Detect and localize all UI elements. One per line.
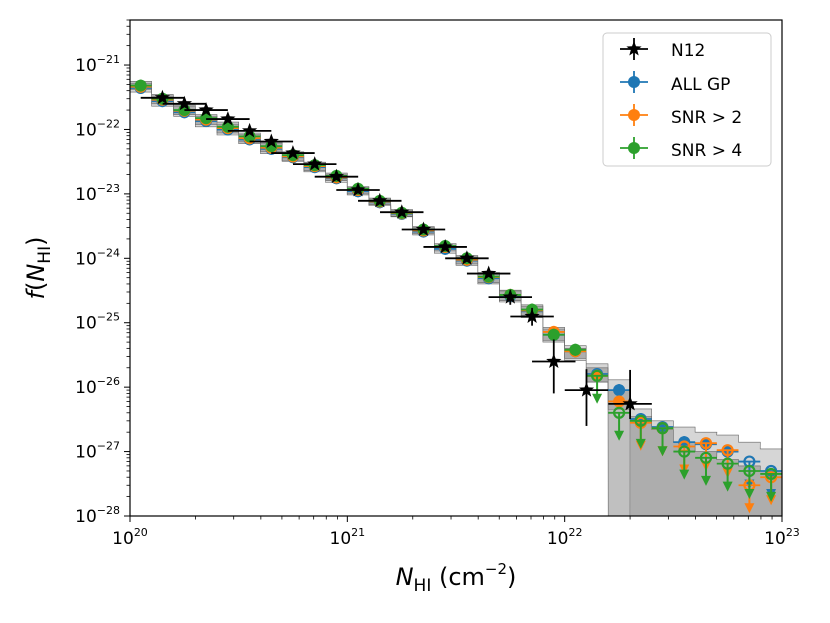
axis-ticks: 1020 1021 1022 1023 10−28 10−27 10−26 10−25 10−2… [75, 19, 800, 549]
n12-point-11 [394, 204, 410, 219]
n12-point-8 [328, 168, 344, 184]
y-tick-label-6: 10−22 [75, 117, 120, 140]
n12-point-15 [481, 265, 497, 280]
n12-point-10 [372, 192, 388, 208]
snr-2-point-27 [721, 444, 734, 457]
legend: N12 ALL GP SNR > 2 SNR > 4 [602, 32, 772, 167]
snr-4-point-24 [656, 422, 669, 435]
snr-4-point-23-head [635, 438, 646, 449]
x-tick-label-2: 1022 [547, 526, 583, 549]
n12-point-5 [263, 133, 279, 148]
snr-4-point-26 [699, 451, 713, 464]
snr-4-point-21 [590, 369, 604, 382]
snr-4-point-28 [743, 464, 756, 478]
n12-point-12 [415, 221, 432, 236]
n12-point-18 [546, 353, 562, 368]
y-axis-label: f(NHI) [22, 237, 55, 300]
snr-4-point-27 [721, 457, 734, 470]
snr-4-point-0 [134, 79, 147, 92]
snr-4-point-20 [569, 343, 582, 356]
y-tick-label-3: 10−25 [75, 311, 120, 334]
snr-4-point-22 [612, 406, 626, 419]
y-tick-label-7: 10−21 [75, 53, 120, 76]
snr-4-point-28-head [744, 488, 755, 499]
n12-point-7 [307, 156, 323, 171]
n12-point-4 [242, 122, 258, 138]
n12-point-16 [502, 289, 518, 304]
snr-2-point-26 [699, 437, 713, 450]
legend-label-snr2: SNR > 2 [671, 108, 742, 128]
n12-point-17 [524, 308, 540, 323]
snr-4-point-19 [547, 328, 560, 341]
n12-point-20 [622, 395, 638, 411]
snr-4-point-29 [765, 467, 778, 481]
snr-4-point-26-head [701, 475, 712, 486]
y-tick-label-5: 10−23 [75, 182, 120, 205]
legend-label-all-gp: ALL GP [671, 75, 730, 95]
n12-point-9 [350, 182, 366, 197]
series-n12 [140, 89, 652, 426]
legend-marker-snr-2 [628, 109, 640, 121]
snr-4-point-3 [200, 112, 213, 125]
n12-point-3 [220, 111, 236, 126]
snr-4-point-23 [634, 414, 647, 427]
n12-point-13 [437, 239, 453, 254]
legend-label-snr4: SNR > 4 [671, 141, 742, 161]
snr-4-point-22-head [614, 430, 625, 441]
y-tick-label-0: 10−28 [75, 504, 120, 527]
legend-markers [620, 38, 648, 159]
legend-marker-snr-4 [628, 142, 640, 154]
x-tick-label-0: 1020 [112, 526, 148, 549]
n12-point-1 [176, 95, 192, 111]
legend-box [602, 32, 772, 167]
snr-4-point-24-head [657, 446, 668, 457]
y-tick-label-4: 10−24 [75, 246, 120, 269]
snr-4-point-29-head [766, 491, 777, 502]
snr-2-point-28-head [744, 503, 755, 514]
legend-label-n12: N12 [671, 41, 705, 61]
y-tick-label-2: 10−26 [75, 375, 120, 398]
all-gp-point-22 [613, 384, 626, 397]
snr-4-point-25-head [679, 469, 690, 480]
data-series [130, 79, 782, 514]
legend-marker-n12 [626, 41, 642, 56]
n12-point-19 [578, 382, 595, 397]
legend-marker-all-gp [628, 76, 640, 88]
snr-4-point-25 [678, 445, 691, 458]
n12-point-0 [154, 89, 170, 105]
n12-point-2 [198, 102, 214, 117]
snr-4-point-27-head [722, 481, 733, 492]
y-tick-label-1: 10−27 [75, 440, 120, 463]
x-axis-label: NHI (cm−2) [396, 560, 517, 596]
x-tick-label-3: 1023 [764, 526, 800, 549]
n12-point-14 [459, 250, 475, 265]
n12-point-6 [285, 145, 301, 160]
snr-4-point-21-head [592, 393, 603, 404]
x-tick-label-1: 1021 [330, 526, 366, 549]
